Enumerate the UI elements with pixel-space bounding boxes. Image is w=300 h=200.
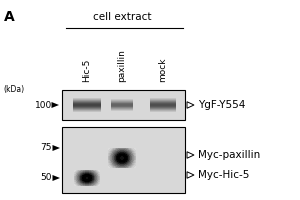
Polygon shape	[52, 102, 59, 108]
Bar	[62, 90, 185, 120]
Text: Myc-Hic-5: Myc-Hic-5	[198, 170, 249, 180]
Text: Myc-paxillin: Myc-paxillin	[198, 150, 260, 160]
Text: (kDa): (kDa)	[3, 85, 24, 94]
Text: Hic-5: Hic-5	[82, 59, 91, 82]
Text: 75: 75	[40, 144, 52, 152]
Text: A: A	[4, 10, 15, 24]
Polygon shape	[187, 152, 194, 158]
Text: cell extract: cell extract	[93, 12, 151, 22]
Polygon shape	[52, 175, 60, 181]
Polygon shape	[187, 102, 194, 108]
Text: 100: 100	[35, 100, 52, 110]
Text: YgF-Y554: YgF-Y554	[198, 100, 245, 110]
Text: 50: 50	[40, 173, 52, 182]
Polygon shape	[52, 145, 60, 151]
Text: mock: mock	[158, 58, 167, 82]
Polygon shape	[187, 172, 194, 178]
Bar	[62, 127, 185, 193]
Text: paxillin: paxillin	[118, 49, 127, 82]
